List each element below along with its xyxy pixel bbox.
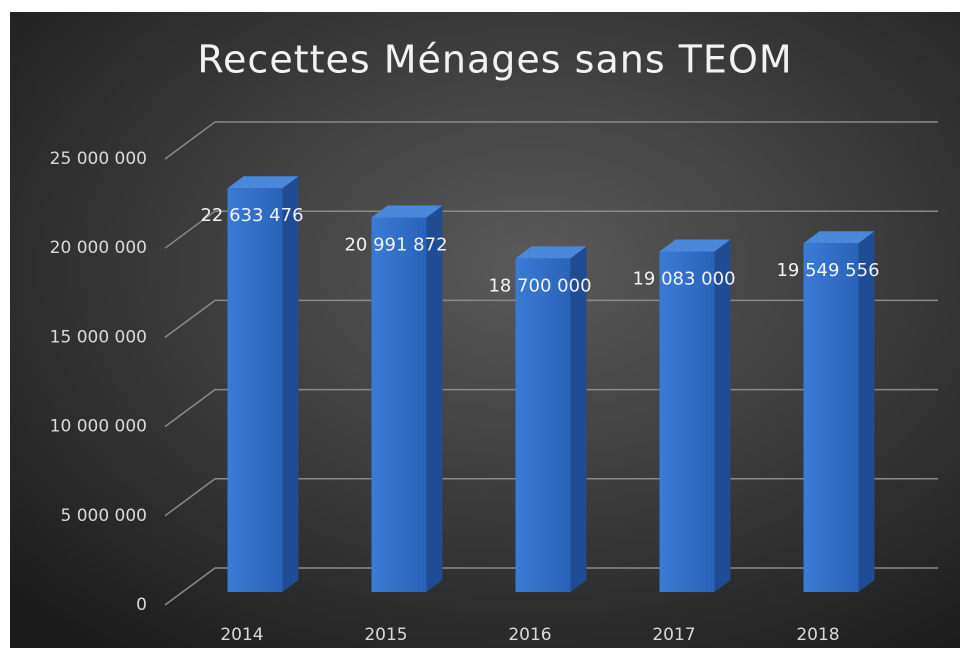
- bar-front: [227, 188, 283, 592]
- value-label: 22 633 476: [200, 205, 303, 226]
- bar: [227, 176, 299, 592]
- bar-side: [426, 205, 443, 592]
- bar-side: [570, 246, 587, 592]
- y-tick-label: 20 000 000: [50, 238, 147, 258]
- bar-front: [659, 251, 715, 593]
- bar: [515, 246, 587, 592]
- x-tick-label: 2014: [220, 625, 263, 645]
- y-tick-label: 10 000 000: [50, 417, 147, 437]
- x-tick-label: 2017: [652, 625, 695, 645]
- value-label: 19 083 000: [632, 269, 735, 290]
- bar-side: [858, 231, 875, 593]
- bar: [659, 239, 731, 593]
- chart-background: [10, 12, 960, 648]
- bar-front: [515, 258, 571, 592]
- grid-line: [164, 210, 938, 249]
- bar-top: [659, 239, 731, 252]
- chart-title: Recettes Ménages sans TEOM: [197, 38, 792, 82]
- value-label: 19 549 556: [776, 260, 879, 281]
- bar-front: [371, 217, 427, 592]
- y-tick-label: 25 000 000: [50, 149, 147, 169]
- bar-top: [227, 176, 299, 189]
- bar: [371, 205, 443, 592]
- x-tick-label: 2015: [364, 625, 407, 645]
- bar-side: [282, 176, 299, 592]
- value-label: 20 991 872: [344, 235, 447, 256]
- y-tick-label: 15 000 000: [50, 327, 147, 347]
- bar-top: [515, 246, 587, 259]
- bar: [803, 231, 875, 593]
- bar-top: [803, 231, 875, 244]
- bar-side: [714, 239, 731, 593]
- y-tick-label: 0: [136, 595, 147, 615]
- grid-line: [164, 121, 938, 160]
- bar-top: [371, 205, 443, 218]
- y-tick-label: 5 000 000: [60, 506, 147, 526]
- value-label: 18 700 000: [488, 275, 591, 296]
- x-tick-label: 2018: [796, 625, 839, 645]
- bar-front: [803, 243, 859, 593]
- x-tick-label: 2016: [508, 625, 551, 645]
